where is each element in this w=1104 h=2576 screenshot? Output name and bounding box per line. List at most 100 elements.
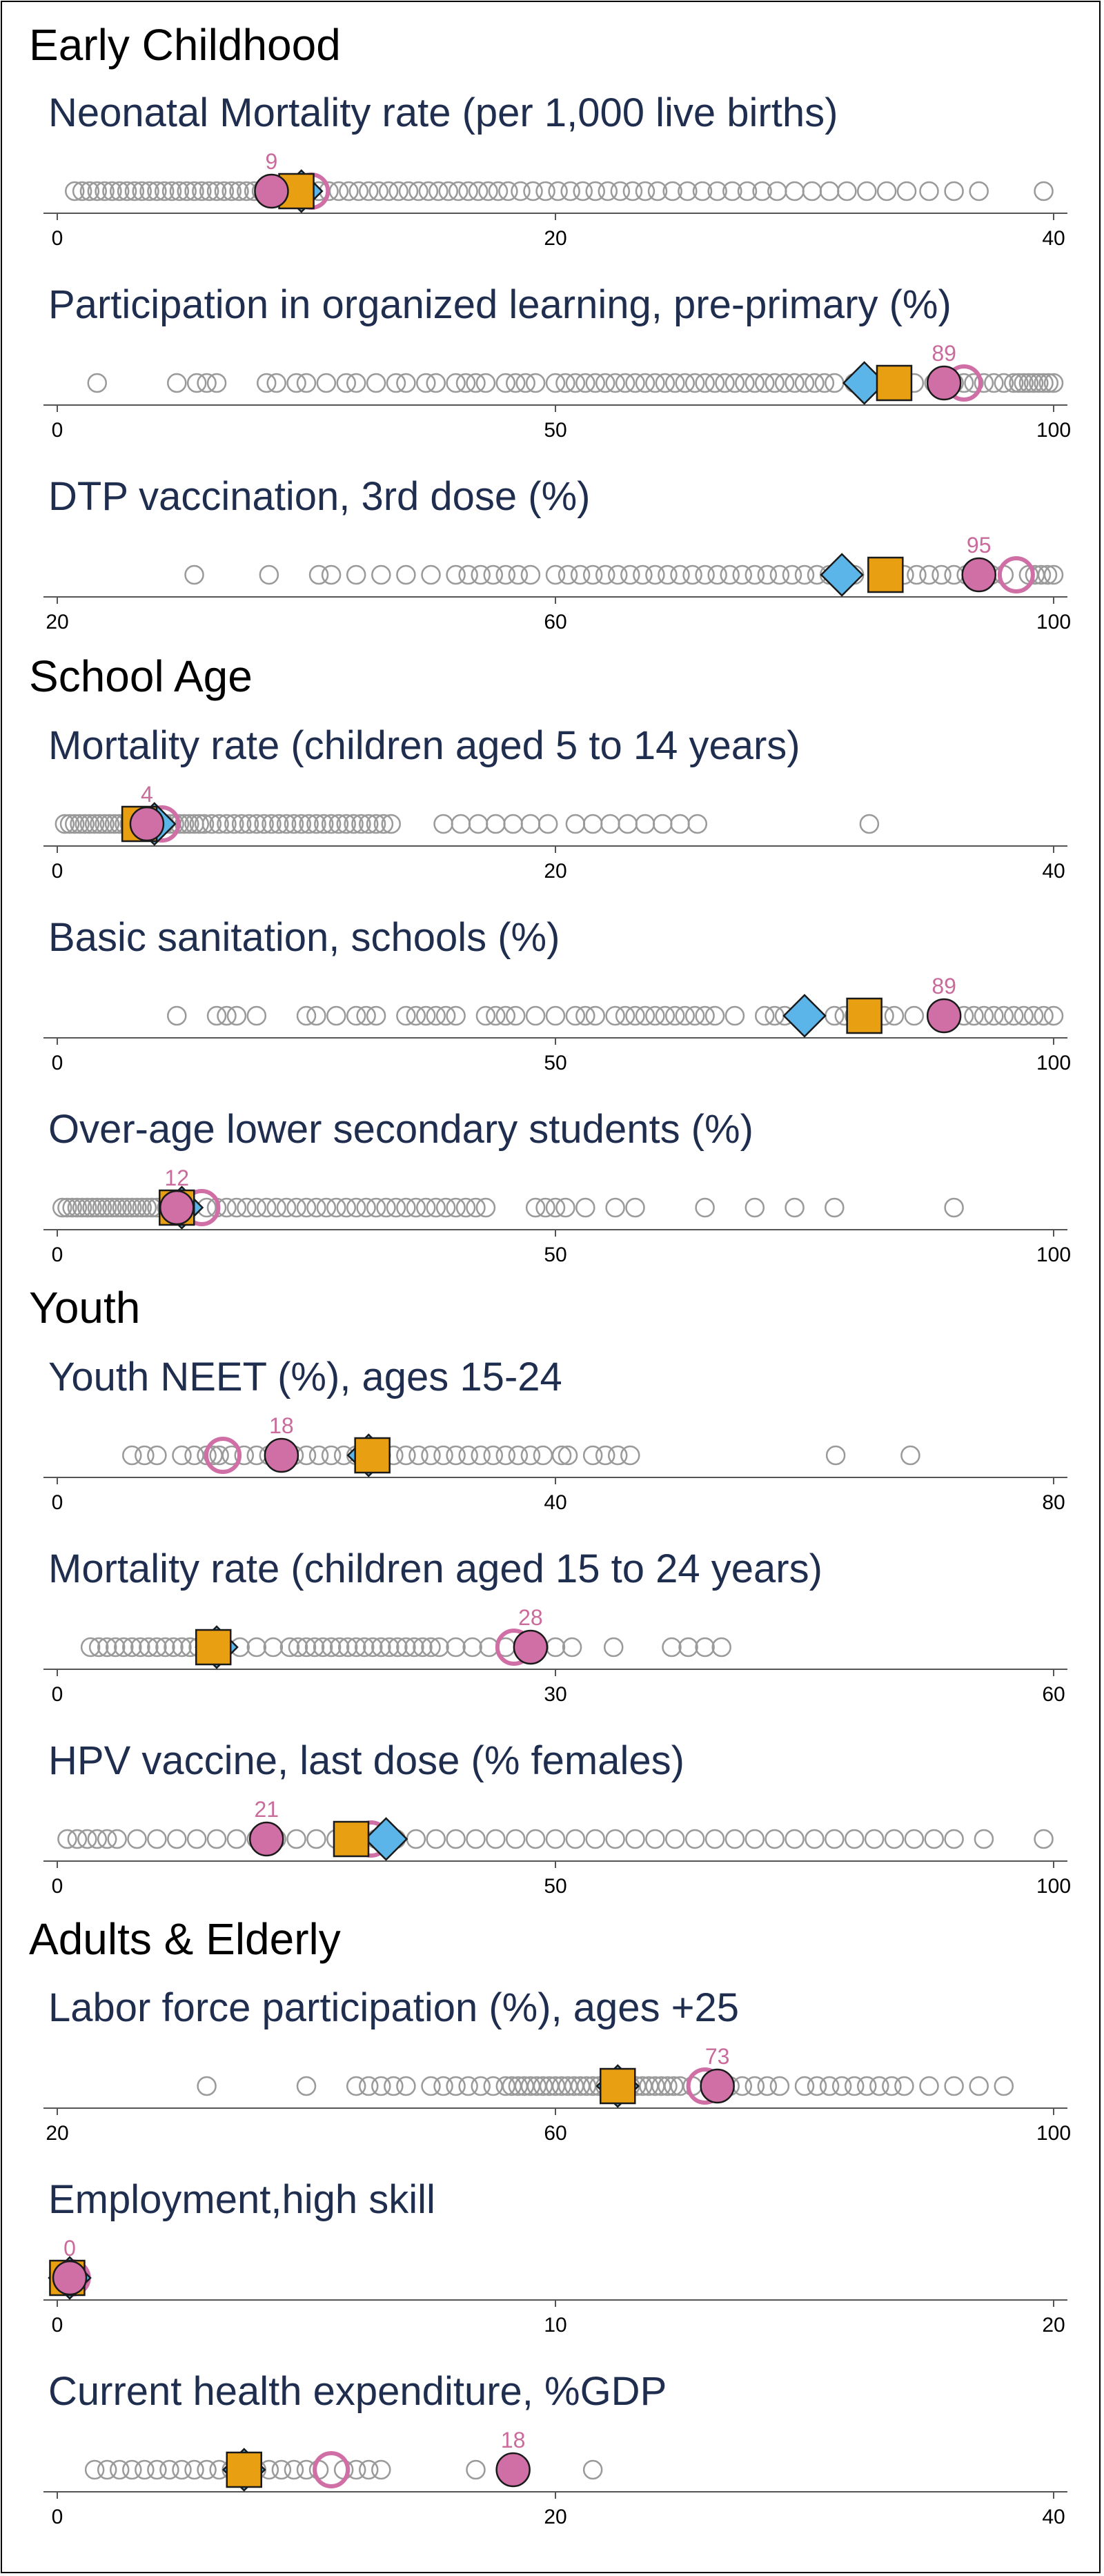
other-country-point (904, 1005, 925, 1026)
indicator-title: Employment,high skill (48, 2177, 435, 2222)
other-country-point (296, 373, 317, 393)
other-country-point (386, 1197, 406, 1218)
other-country-point (944, 1197, 964, 1218)
square-point (354, 1437, 391, 1474)
other-country-point (396, 1005, 416, 1026)
other-country-point (1034, 181, 1054, 201)
other-country-point (825, 373, 845, 393)
other-country-point (70, 814, 90, 834)
other-country-point (206, 373, 227, 393)
country-point (700, 2068, 735, 2104)
other-country-point (384, 2076, 404, 2096)
other-country-point (446, 2076, 466, 2096)
indicator-title: HPV vaccine, last dose (% females) (48, 1738, 684, 1783)
other-country-point (336, 1197, 357, 1218)
other-country-point (65, 814, 85, 834)
other-country-point (844, 2076, 865, 2096)
indicator-title: Participation in organized learning, pre… (48, 282, 952, 327)
country-value-label: 89 (931, 341, 956, 366)
other-country-point (724, 1005, 745, 1026)
other-country-point (1034, 1829, 1054, 1849)
other-country-point (575, 1197, 595, 1218)
other-country-point (107, 1829, 127, 1849)
other-country-point (610, 181, 631, 201)
other-country-point (471, 564, 491, 585)
other-country-point (102, 1197, 122, 1218)
other-country-point (446, 1445, 466, 1466)
other-country-point (316, 373, 337, 393)
country-value-label: 4 (141, 782, 153, 807)
other-country-point (994, 1005, 1014, 1026)
other-country-point (884, 1829, 905, 1849)
other-country-point (137, 1197, 157, 1218)
x-tick-label: 50 (544, 419, 566, 442)
other-country-point (186, 1829, 207, 1849)
other-country-point (745, 2076, 765, 2096)
other-country-point (172, 2459, 192, 2480)
other-country-point (704, 373, 725, 393)
other-country-point (87, 181, 108, 201)
other-country-point (471, 2076, 491, 2096)
other-country-point (214, 181, 235, 201)
other-country-point (379, 1637, 400, 1658)
x-tick-label: 0 (52, 860, 63, 883)
indicator-title: Basic sanitation, schools (%) (48, 915, 560, 960)
other-country-point (161, 181, 182, 201)
country-point (961, 557, 996, 593)
other-country-point (837, 181, 857, 201)
x-tick-label: 50 (544, 1875, 566, 1898)
other-country-point (707, 564, 727, 585)
other-country-point (75, 814, 95, 834)
other-country-point (805, 1829, 825, 1849)
section-title: School Age (29, 651, 253, 701)
other-country-point (396, 2076, 416, 2096)
other-country-point (371, 564, 391, 585)
country-value-label: 18 (269, 1413, 294, 1438)
other-country-point (87, 1829, 108, 1849)
other-country-point (466, 1829, 486, 1849)
other-country-point (346, 1637, 366, 1658)
x-tick-label: 0 (52, 1052, 63, 1074)
x-tick-label: 80 (1042, 1491, 1065, 1514)
other-country-point (724, 1829, 745, 1849)
other-country-point (446, 373, 466, 393)
other-country-point (558, 564, 578, 585)
other-country-point (117, 181, 137, 201)
other-country-point (595, 564, 615, 585)
other-country-point (378, 181, 399, 201)
other-country-point (682, 564, 702, 585)
other-country-point (147, 2459, 167, 2480)
other-country-point (201, 814, 222, 834)
other-country-point (814, 373, 835, 393)
other-country-point (520, 564, 541, 585)
x-tick-label: 0 (52, 2506, 63, 2528)
other-country-point (919, 2076, 939, 2096)
other-country-point (451, 814, 471, 834)
other-country-point (483, 564, 503, 585)
other-country-point (184, 181, 204, 201)
other-country-point (388, 181, 408, 201)
country-ring-point (204, 1437, 242, 1474)
other-country-point (308, 564, 329, 585)
country-point (513, 1629, 549, 1665)
x-tick-label: 60 (544, 611, 566, 633)
other-country-point (87, 1197, 108, 1218)
other-country-point (132, 1197, 152, 1218)
other-country-point (421, 564, 441, 585)
other-country-point (458, 564, 478, 585)
other-country-point (1023, 1005, 1044, 1026)
other-country-point (105, 1637, 126, 1658)
other-country-point (416, 1005, 436, 1026)
other-country-point (715, 373, 735, 393)
other-country-point (605, 1829, 625, 1849)
other-country-point (752, 181, 772, 201)
other-country-point (785, 181, 805, 201)
other-country-point (344, 814, 364, 834)
other-country-point (573, 181, 593, 201)
other-country-point (88, 1637, 109, 1658)
other-country-point (67, 1829, 88, 1849)
other-country-point (421, 1637, 441, 1658)
other-country-point (110, 2459, 130, 2480)
x-tick-label: 20 (1042, 2314, 1065, 2337)
other-country-point (122, 1637, 142, 1658)
